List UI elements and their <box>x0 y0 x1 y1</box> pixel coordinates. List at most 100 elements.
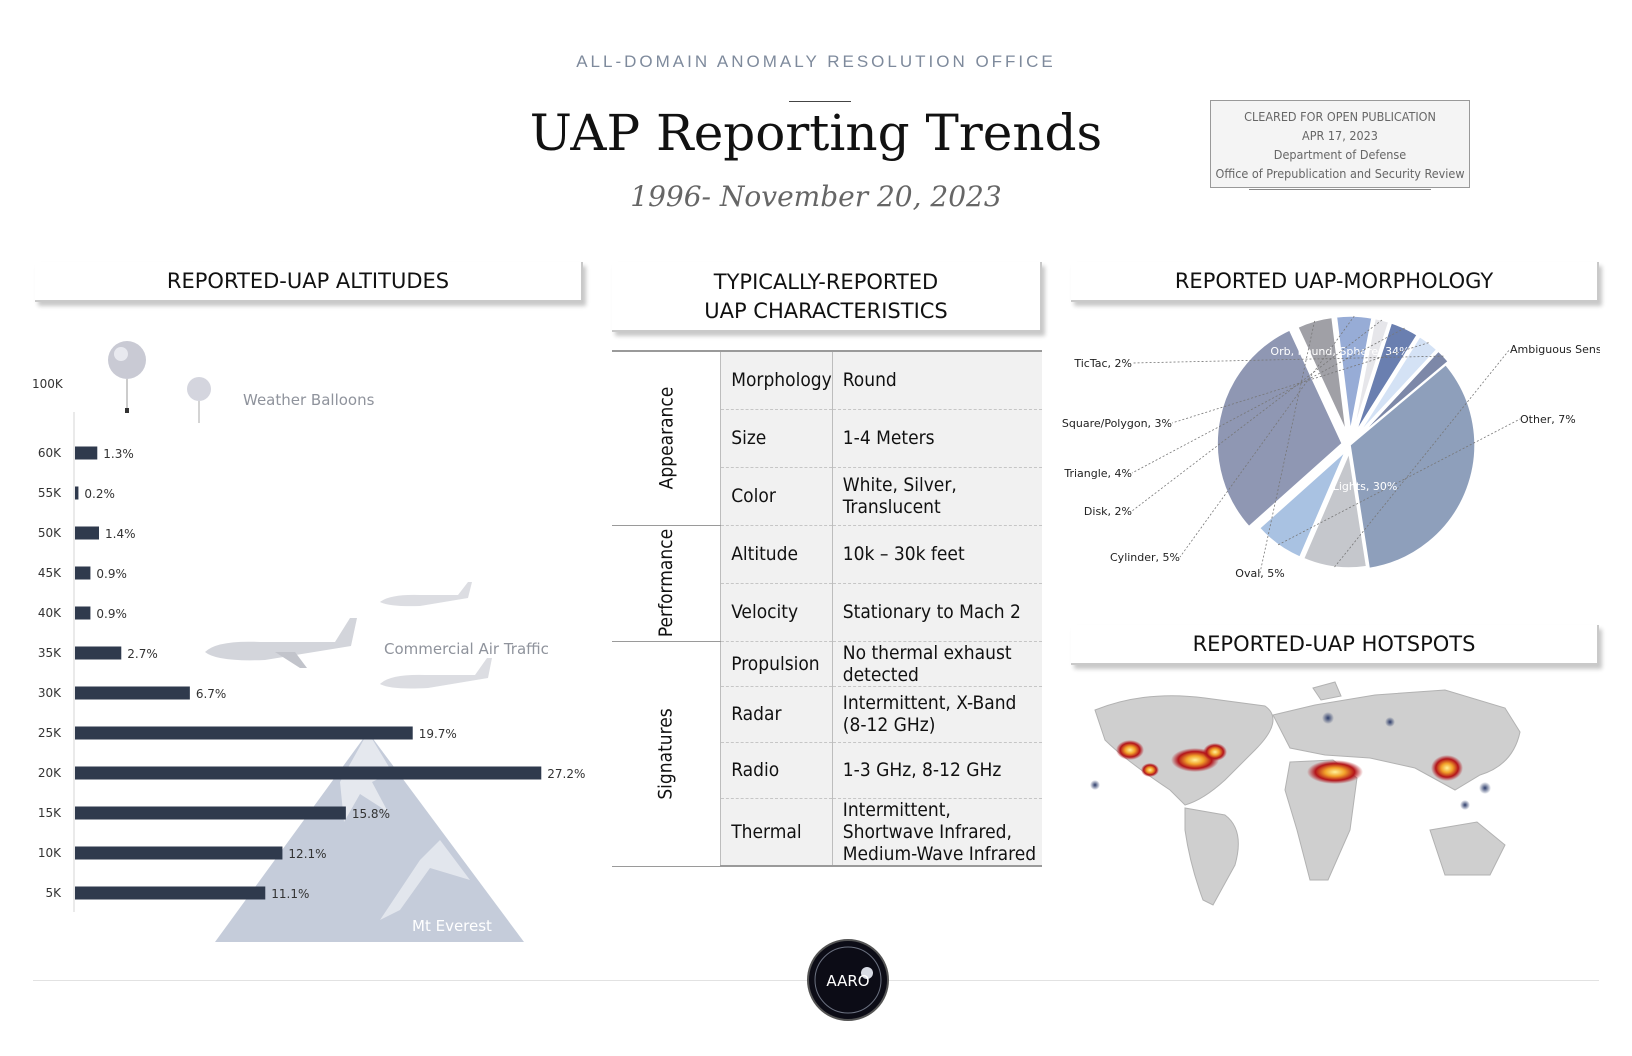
everest-label: Mt Everest <box>412 917 492 935</box>
altitude-bar <box>75 686 190 700</box>
altitude-bar-label: 0.9% <box>96 567 127 581</box>
altitude-tick-label: 25K <box>38 726 62 740</box>
altitude-bar <box>75 846 283 860</box>
characteristic-attribute: Color <box>720 467 833 526</box>
altitude-bar-label: 12.1% <box>288 847 326 861</box>
stamp-line: Department of Defense <box>1273 147 1407 162</box>
pie-slice <box>1258 450 1347 559</box>
altitude-tick-label: 40K <box>38 606 62 620</box>
altitude-bar <box>75 806 346 820</box>
characteristics-row: Appearance Morphology Round <box>612 350 1042 526</box>
pie-slice-label: Triangle, 4% <box>1063 467 1132 480</box>
characteristics-row: Velocity Stationary to Mach 2 <box>612 583 1042 642</box>
altitude-bar-label: 0.2% <box>84 487 115 501</box>
altitude-bar <box>75 606 91 620</box>
characteristics-row: Performance Altitude 10k – 30k feet <box>612 525 1042 642</box>
office-name: ALL-DOMAIN ANOMALY RESOLUTION OFFICE <box>576 52 1056 71</box>
characteristics-header-line: TYPICALLY-REPORTED <box>713 270 939 294</box>
characteristics-row: Size 1-4 Meters <box>612 409 1042 468</box>
altitude-bar-label: 19.7% <box>419 727 457 741</box>
clearance-stamp: CLEARED FOR OPEN PUBLICATION APR 17, 202… <box>1210 100 1470 190</box>
pie-leader-line <box>1131 319 1383 512</box>
characteristics-group-label: Appearance <box>655 386 678 490</box>
characteristic-value: 1-4 Meters <box>832 409 1042 468</box>
characteristic-attribute: Altitude <box>720 525 833 584</box>
characteristics-row: Signatures Propulsion No thermal exhaust d… <box>612 641 1042 867</box>
mt-everest-graphic <box>215 732 524 942</box>
altitude-bar <box>75 886 266 900</box>
characteristics-table: Appearance Morphology Round Size 1-4 Meters C… <box>612 350 1042 867</box>
characteristic-value: White, Silver, Translucent <box>832 467 1042 526</box>
altitude-bar <box>75 726 413 740</box>
pie-slice-label: Disk, 2% <box>1084 505 1132 518</box>
pie-slice <box>1302 450 1368 569</box>
characteristics-group-label: Performance <box>655 528 678 638</box>
characteristics-header: TYPICALLY-REPORTED UAP CHARACTERISTICS <box>612 262 1042 332</box>
altitude-bar <box>75 566 91 580</box>
hotspot-markers <box>1090 712 1491 810</box>
altitude-tick-label: 50K <box>38 526 62 540</box>
characteristic-value: Round <box>832 350 1042 410</box>
top-altitude-tick: 100K <box>32 377 64 391</box>
altitude-bar-label: 1.3% <box>103 447 133 461</box>
morphology-header: REPORTED UAP-MORPHOLOGY <box>1071 262 1599 302</box>
characteristic-value: Intermittent, Shortwave Infrared, Medium… <box>832 798 1042 867</box>
altitude-bar-label: 2.7% <box>127 647 157 661</box>
pie-slice-label: Orb, Round, Sphere, 34% <box>1270 345 1409 358</box>
aaro-logo: AARO <box>807 939 889 1021</box>
stamp-line: APR 17, 2023 <box>1302 128 1378 143</box>
pie-leader-line <box>1334 348 1511 568</box>
pie-slice <box>1359 350 1450 436</box>
page-subtitle: 1996- November 20, 2023 <box>630 180 1002 213</box>
hotspot-map <box>1090 681 1521 906</box>
pie-leader-line <box>1131 327 1405 474</box>
altitude-bar-label: 0.9% <box>96 607 127 621</box>
altitude-tick-label: 60K <box>38 446 62 460</box>
characteristic-attribute: Thermal <box>720 798 833 867</box>
characteristics-header-line: UAP CHARACTERISTICS <box>704 299 948 323</box>
characteristics-row: Radar Intermittent, X-Band (8-12 GHz) <box>612 686 1042 743</box>
stamp-line: Office of Prepublication and Security Re… <box>1215 166 1465 181</box>
altitude-bar-label: 27.2% <box>547 767 585 781</box>
pie-slice-label: Oval, 5% <box>1235 567 1284 580</box>
pie-leader-line <box>1277 418 1521 546</box>
altitude-tick-label: 45K <box>38 566 62 580</box>
commercial-air-label: Commercial Air Traffic <box>384 640 549 658</box>
morphology-chart: Orb, Round, Sphere, 34% Ambiguous Sensor … <box>1062 315 1600 580</box>
characteristics-row: Color White, Silver, Translucent <box>612 467 1042 526</box>
characteristics-row: Thermal Intermittent, Shortwave Infrared,… <box>612 798 1042 867</box>
characteristic-attribute: Propulsion <box>720 641 833 687</box>
airplane-icon <box>380 582 472 607</box>
page-title: UAP Reporting Trends <box>529 104 1103 162</box>
characteristic-value: 10k – 30k feet <box>832 525 1042 584</box>
title-rule <box>789 101 851 102</box>
pie-slice-label: TicTac, 2% <box>1073 357 1132 370</box>
characteristics-group-label: Signatures <box>655 707 678 800</box>
weather-balloon-icon <box>108 341 146 413</box>
altitude-tick-label: 10K <box>38 846 62 860</box>
pie-slice <box>1216 328 1344 528</box>
airplane-icon <box>205 618 357 668</box>
stamp-line: CLEARED FOR OPEN PUBLICATION <box>1244 109 1436 124</box>
pie-leader-line <box>1171 342 1429 424</box>
characteristics-row: Radio 1-3 GHz, 8-12 GHz <box>612 742 1042 799</box>
pie-slice <box>1349 363 1476 570</box>
logo-emblem: AARO <box>814 946 882 1014</box>
pie-slice-label: Cylinder, 5% <box>1110 551 1180 564</box>
altitude-bar <box>75 766 542 780</box>
airplane-icon <box>380 658 492 689</box>
logo-text: AARO <box>826 972 869 990</box>
pie-slice-label: Ambiguous Sensor Contact, 9% <box>1510 343 1600 356</box>
altitude-bar-label: 6.7% <box>196 687 227 701</box>
altitude-tick-label: 15K <box>38 806 62 820</box>
altitude-tick-label: 35K <box>38 646 62 660</box>
weather-balloon-icon <box>187 377 211 423</box>
altitude-bar-label: 15.8% <box>352 807 390 821</box>
characteristic-attribute: Radio <box>720 742 833 799</box>
altitude-bar <box>75 446 98 460</box>
altitude-bar <box>75 526 99 540</box>
altitude-bar <box>75 646 122 660</box>
pie-slice-label: Other, 7% <box>1520 413 1576 426</box>
altitude-tick-label: 30K <box>38 686 62 700</box>
pie-leader-line <box>1179 315 1355 558</box>
